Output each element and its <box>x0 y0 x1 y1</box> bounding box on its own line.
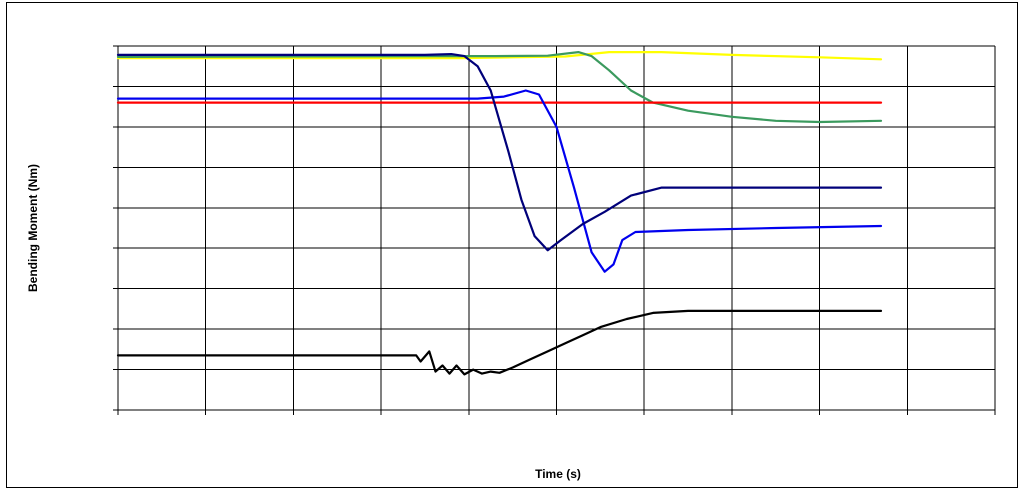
series-line-4 <box>116 89 883 273</box>
series-line-2 <box>116 50 883 124</box>
y-axis-title: Bending Moment (Nm) <box>26 164 40 292</box>
series-line-1 <box>116 50 883 61</box>
chart-frame <box>6 2 1018 488</box>
series-line-6 <box>116 309 883 376</box>
axis-ticks <box>113 45 996 415</box>
x-axis-title: Time (s) <box>535 467 581 481</box>
series-lines <box>116 50 883 376</box>
series-line-5 <box>116 52 883 252</box>
